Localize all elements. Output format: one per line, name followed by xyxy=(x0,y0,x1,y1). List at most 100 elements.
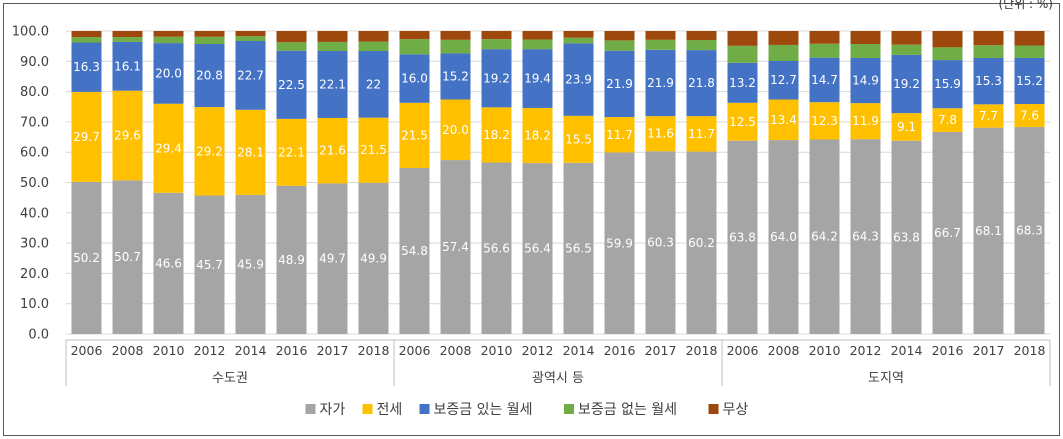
bar-segment xyxy=(1014,127,1045,334)
bar-segment xyxy=(399,39,430,55)
data-label: 13.2 xyxy=(729,76,756,90)
data-label: 50.2 xyxy=(73,251,100,265)
bar-segment xyxy=(809,57,840,103)
data-label: 15.2 xyxy=(442,69,469,83)
x-tick-label: 2017 xyxy=(973,343,1005,358)
data-label: 68.1 xyxy=(975,224,1002,238)
bar-segment xyxy=(563,162,594,334)
legend-swatch xyxy=(419,404,430,414)
data-label: 20.8 xyxy=(196,69,223,83)
data-label: 22.1 xyxy=(319,77,346,91)
bar-segment xyxy=(891,31,922,45)
bar-segment xyxy=(481,107,512,163)
bar-segment xyxy=(317,41,348,51)
bar-segment xyxy=(809,31,840,44)
bar-segment xyxy=(932,47,963,61)
data-label: 22.1 xyxy=(278,145,305,159)
legend-label: 자가 xyxy=(320,402,346,418)
bar-segment xyxy=(399,167,430,334)
bar-segment xyxy=(891,44,922,55)
bar-segment xyxy=(235,194,266,334)
chart-frame: (단위 : %) xyxy=(3,0,1060,436)
bar-segment xyxy=(71,42,102,92)
bar-segment xyxy=(153,36,184,44)
data-label: 49.7 xyxy=(319,252,346,266)
bar-segment xyxy=(235,109,266,195)
gridlines xyxy=(66,30,1050,335)
bar-segment xyxy=(686,31,717,41)
data-label: 16.0 xyxy=(401,72,428,86)
bar-segment xyxy=(727,62,758,103)
x-tick-label: 2010 xyxy=(809,343,841,358)
bar-segment xyxy=(358,41,389,51)
bar-segment xyxy=(891,140,922,334)
x-tick-label: 2018 xyxy=(686,343,718,358)
data-label: 12.5 xyxy=(729,115,756,129)
bar-segment xyxy=(973,127,1004,334)
bar-segment xyxy=(522,49,553,108)
bar-segment xyxy=(1014,45,1045,58)
bar-segment xyxy=(71,181,102,334)
data-label: 22.7 xyxy=(237,68,264,82)
bars xyxy=(71,31,1045,334)
x-tick-label: 2016 xyxy=(276,343,308,358)
bar-segment xyxy=(563,31,594,38)
bar-segment xyxy=(809,139,840,334)
bar-segment xyxy=(276,118,307,186)
bar-segment xyxy=(235,31,266,37)
legend-swatch xyxy=(708,404,719,414)
bar-segment xyxy=(440,39,471,54)
bar-segment xyxy=(563,37,594,44)
bar-segment xyxy=(686,116,717,152)
data-label: 28.1 xyxy=(237,145,264,159)
data-labels: 50.2 29.7 16.3 50.7 29.6 16.1 46.6 29.4 20.0 45.7… xyxy=(73,59,1043,271)
y-tick-label: 100.0 xyxy=(12,25,49,40)
bar-segment xyxy=(645,39,676,50)
data-label: 63.8 xyxy=(893,230,920,244)
x-tick-label: 2008 xyxy=(768,343,800,358)
data-label: 64.3 xyxy=(852,230,879,244)
data-label: 13.4 xyxy=(770,113,797,127)
bar-segment xyxy=(481,39,512,50)
bar-segment xyxy=(686,40,717,51)
data-label: 7.7 xyxy=(979,109,998,123)
bar-segment xyxy=(358,51,389,118)
bar-segment xyxy=(850,57,881,104)
data-label: 56.5 xyxy=(565,241,592,255)
data-label: 29.7 xyxy=(73,130,100,144)
bar-segment xyxy=(112,31,143,38)
bar-segment xyxy=(317,31,348,42)
x-tick-label: 2014 xyxy=(891,343,923,358)
bar-segment xyxy=(153,43,184,104)
x-tick-label: 2018 xyxy=(1014,343,1046,358)
bar-segment xyxy=(112,41,143,91)
bar-segment xyxy=(358,31,389,42)
data-label: 22.5 xyxy=(278,78,305,92)
data-label: 18.2 xyxy=(483,128,510,142)
x-tick-label: 2008 xyxy=(112,343,144,358)
bar-segment xyxy=(522,163,553,334)
data-label: 16.1 xyxy=(114,59,141,73)
bar-segment xyxy=(276,42,307,51)
bar-segment xyxy=(768,140,799,334)
y-tick-label: 60.0 xyxy=(20,146,49,161)
bar-segment xyxy=(604,117,635,153)
bar-segment xyxy=(850,139,881,334)
bar-segment xyxy=(727,31,758,46)
data-label: 54.8 xyxy=(401,244,428,258)
x-tick-label: 2012 xyxy=(194,343,226,358)
bar-segment xyxy=(481,162,512,334)
data-label: 29.2 xyxy=(196,144,223,158)
bar-segment xyxy=(440,53,471,100)
data-label: 15.5 xyxy=(565,132,592,146)
bar-segment xyxy=(317,183,348,334)
bar-segment xyxy=(112,37,143,42)
bar-segment xyxy=(235,36,266,41)
bar-segment xyxy=(399,102,430,168)
bar-segment xyxy=(1014,104,1045,128)
bar-segment xyxy=(71,91,102,182)
bar-segment xyxy=(358,117,389,183)
x-tick-label: 2014 xyxy=(563,343,595,358)
y-tick-label: 80.0 xyxy=(20,85,49,100)
